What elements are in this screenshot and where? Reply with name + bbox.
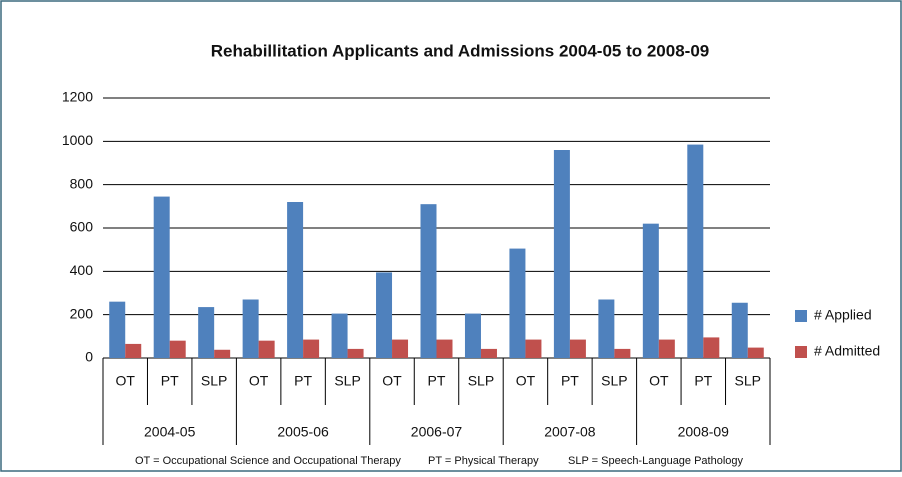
legend-swatch: [795, 310, 807, 322]
chart-title: Rehabillitation Applicants and Admission…: [211, 41, 710, 60]
x-tick-label: PT: [561, 373, 579, 389]
x-tick-label: OT: [249, 373, 269, 389]
y-tick-label: 800: [70, 175, 94, 191]
x-tick-label: OT: [382, 373, 402, 389]
x-tick-label: PT: [694, 373, 712, 389]
bar: [598, 299, 615, 358]
bar: [420, 204, 437, 358]
bar: [109, 301, 126, 358]
bar: [125, 343, 142, 358]
bar: [287, 202, 304, 358]
y-tick-label: 200: [70, 305, 94, 321]
bar: [731, 302, 748, 358]
x-tick-label: SLP: [201, 373, 227, 389]
bar: [392, 339, 409, 358]
bar: [347, 348, 364, 358]
group-label: 2004-05: [144, 424, 196, 440]
bar: [376, 272, 393, 358]
bar: [642, 223, 659, 358]
footnote: SLP = Speech-Language Pathology: [568, 455, 744, 467]
x-tick-label: PT: [294, 373, 312, 389]
bar: [553, 150, 570, 358]
footnote: PT = Physical Therapy: [428, 455, 539, 467]
bar: [214, 349, 231, 358]
x-tick-label: OT: [649, 373, 669, 389]
bar: [331, 313, 348, 358]
bar: [687, 144, 704, 358]
x-tick-label: SLP: [601, 373, 627, 389]
group-label: 2008-09: [678, 424, 730, 440]
x-tick-label: PT: [428, 373, 446, 389]
group-label: 2005-06: [277, 424, 329, 440]
x-tick-label: SLP: [468, 373, 494, 389]
y-tick-label: 600: [70, 219, 94, 235]
bar: [480, 348, 497, 358]
bar: [747, 347, 764, 358]
y-tick-label: 0: [85, 349, 93, 365]
bar: [258, 340, 275, 358]
x-tick-label: OT: [516, 373, 536, 389]
legend-label: # Applied: [814, 307, 872, 323]
bar: [169, 340, 186, 358]
x-tick-label: OT: [116, 373, 136, 389]
y-tick-label: 1000: [62, 132, 93, 148]
legend-label: # Admitted: [814, 343, 880, 359]
bar: [464, 313, 481, 358]
legend-swatch: [795, 346, 807, 358]
bar: [509, 248, 526, 358]
bar: [242, 299, 259, 358]
bar: [614, 348, 631, 358]
footnote: OT = Occupational Science and Occupation…: [135, 455, 401, 467]
group-label: 2006-07: [411, 424, 463, 440]
y-tick-label: 400: [70, 262, 94, 278]
bar: [569, 339, 586, 358]
bar: [658, 339, 675, 358]
bar: [703, 337, 720, 358]
bar: [153, 196, 170, 358]
bar: [525, 339, 542, 358]
x-tick-label: PT: [161, 373, 179, 389]
group-label: 2007-08: [544, 424, 596, 440]
x-tick-label: SLP: [735, 373, 761, 389]
bar: [198, 307, 215, 358]
bar: [436, 339, 453, 358]
y-tick-label: 1200: [62, 89, 93, 105]
bar: [303, 339, 320, 358]
x-tick-label: SLP: [334, 373, 360, 389]
